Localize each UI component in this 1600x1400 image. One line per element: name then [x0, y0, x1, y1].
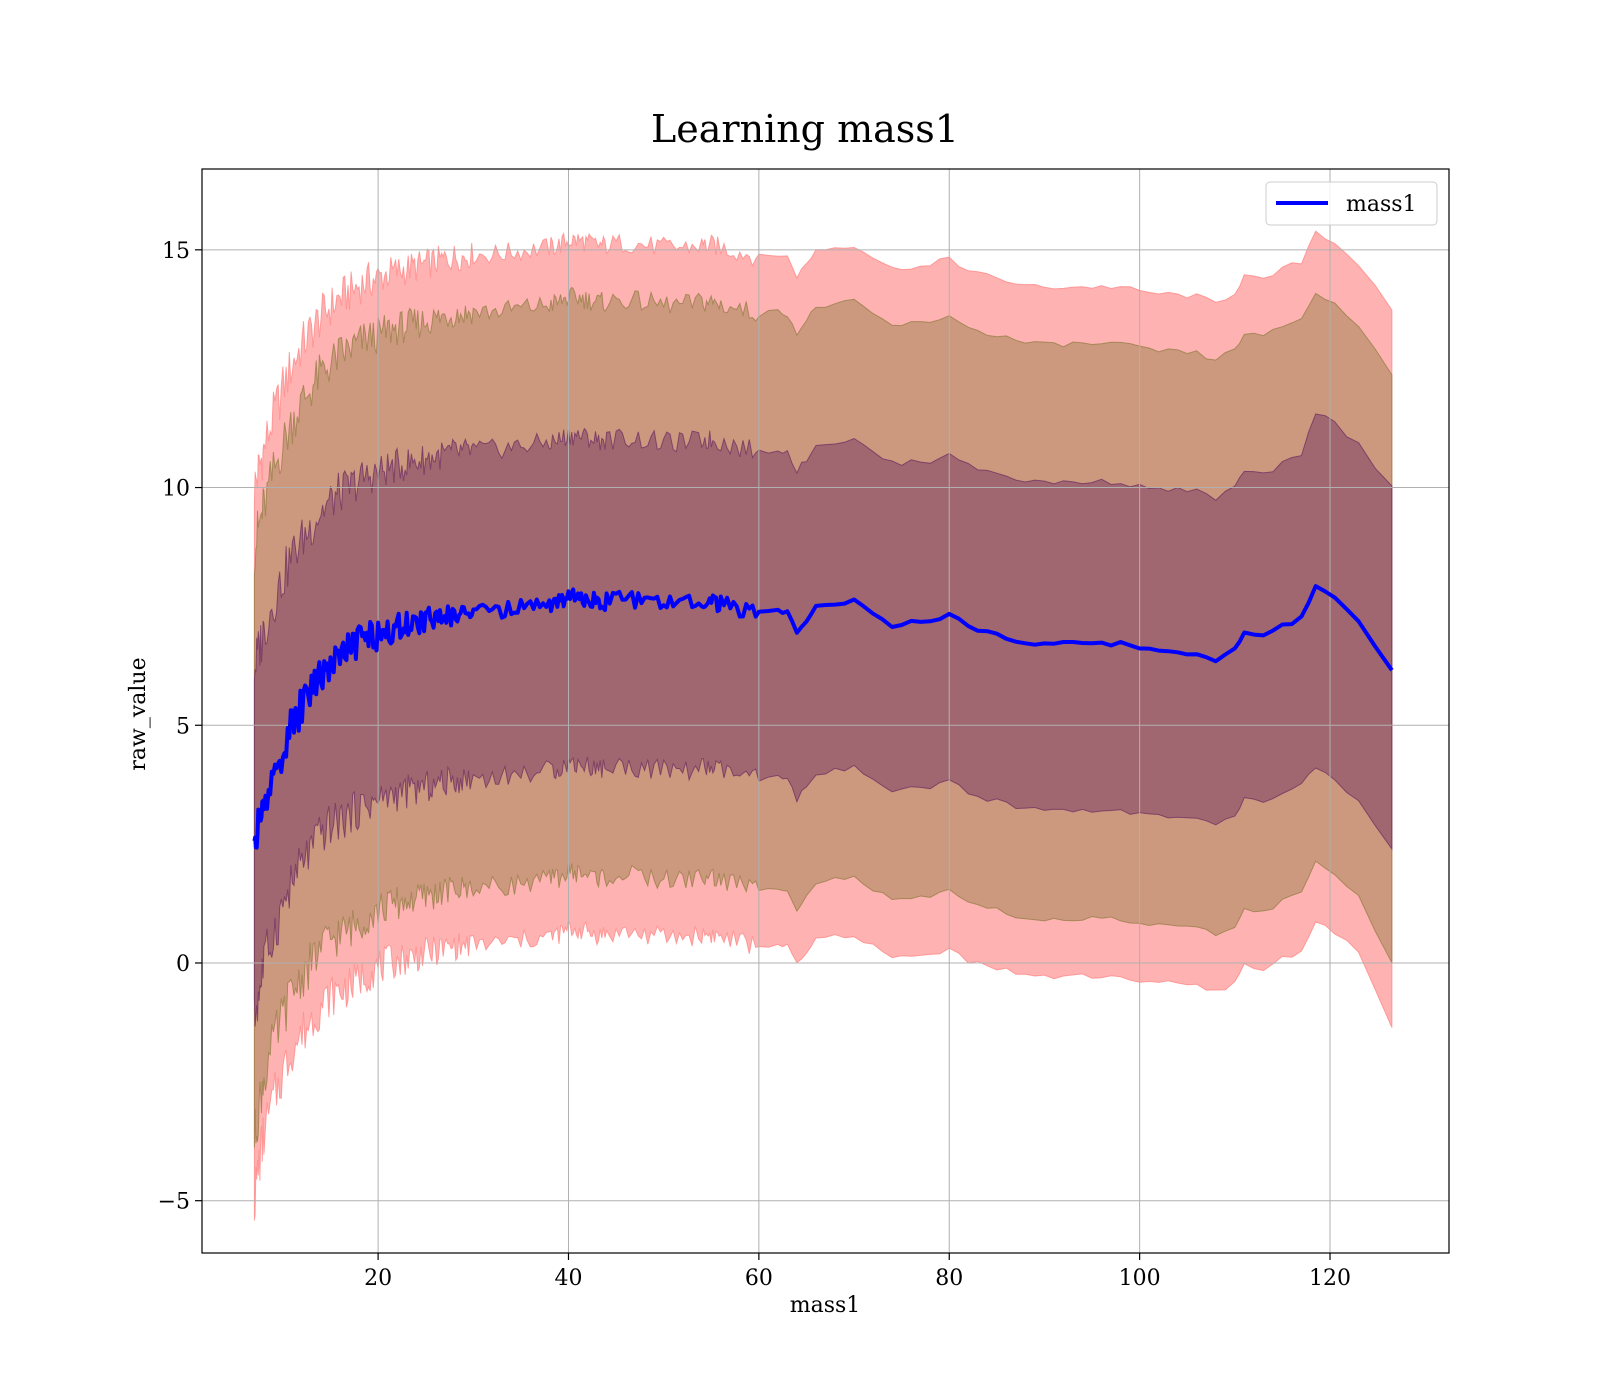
y-axis-label: raw_value: [126, 657, 151, 770]
y-tick-label-0: 0: [176, 952, 190, 977]
legend: mass1: [1265, 181, 1438, 226]
x-tick-label-60: 60: [745, 1266, 773, 1291]
plot-frame: [201, 168, 1450, 1254]
y-tick-label-15: 15: [162, 239, 190, 264]
plot-area: 20 40 60 80 100 120 −5 0 5 10 15: [158, 168, 1450, 1291]
legend-box: [1265, 181, 1438, 226]
x-axis-label: mass1: [790, 1293, 861, 1318]
band-2: [253, 413, 1393, 1027]
chart-title: Learning mass1: [651, 107, 959, 151]
y-tick-label-5: 5: [176, 714, 190, 739]
x-tick-label-80: 80: [935, 1266, 963, 1291]
y-tick-label-10: 10: [162, 477, 190, 502]
legend-label-mass1: mass1: [1346, 192, 1417, 217]
x-tick-label-100: 100: [1119, 1266, 1161, 1291]
x-tick-label-120: 120: [1309, 1266, 1351, 1291]
series-line-mass1: [252, 584, 1394, 850]
y-tick-label--5: −5: [158, 1190, 190, 1215]
x-tick-label-40: 40: [554, 1266, 582, 1291]
x-tick-label-20: 20: [364, 1266, 392, 1291]
